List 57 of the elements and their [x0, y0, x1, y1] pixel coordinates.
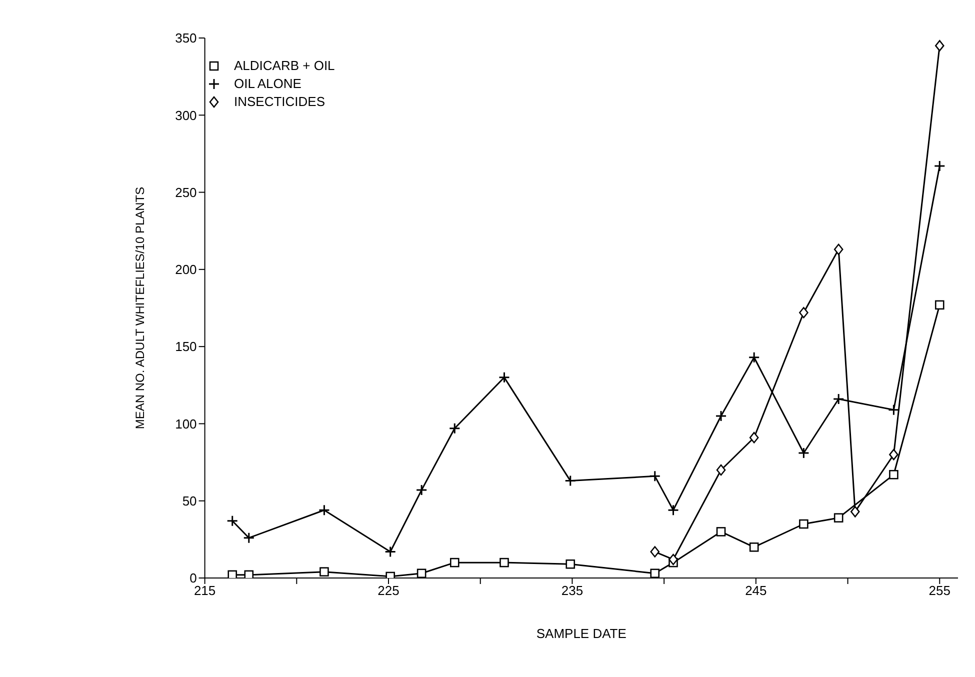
point — [500, 558, 509, 568]
point — [668, 554, 678, 566]
point — [716, 527, 726, 536]
y-tick-label: 350 — [175, 30, 197, 46]
x-tick-label: 225 — [378, 583, 400, 598]
point — [834, 513, 844, 522]
point — [416, 568, 426, 578]
point — [450, 558, 460, 568]
point — [498, 372, 510, 384]
point — [934, 160, 946, 172]
point — [799, 519, 808, 529]
point — [226, 515, 238, 527]
y-tick-label: 50 — [182, 493, 197, 508]
legend-label: INSECTICIDES — [234, 94, 326, 109]
point — [715, 410, 727, 422]
x-tick-label: 245 — [745, 583, 767, 598]
y-axis-title: MEAN NO. ADULT WHITEFLIES/10 PLANTS — [133, 186, 148, 430]
point — [798, 447, 810, 459]
point — [318, 504, 330, 516]
y-tick-label: 0 — [190, 570, 197, 586]
point — [564, 475, 576, 487]
point — [244, 570, 254, 578]
point — [748, 352, 760, 364]
point — [889, 470, 898, 480]
point — [850, 506, 860, 518]
point — [228, 570, 238, 578]
point — [320, 567, 329, 576]
point — [834, 244, 844, 256]
legend-label: ALDICARB + OIL — [234, 58, 335, 73]
point — [416, 484, 428, 496]
point — [448, 422, 460, 434]
point — [566, 559, 576, 569]
point — [934, 40, 944, 52]
y-tick-label: 200 — [175, 262, 197, 278]
point — [799, 306, 808, 318]
point — [832, 393, 844, 405]
x-tick-label: 215 — [194, 583, 216, 598]
legend-label: OIL ALONE — [234, 76, 302, 91]
y-tick-label: 300 — [175, 108, 197, 123]
point — [243, 532, 255, 544]
point — [384, 546, 396, 558]
point — [668, 504, 679, 516]
x-tick-label: 255 — [928, 583, 950, 598]
x-axis-title: SAMPLE DATE — [536, 626, 627, 641]
point — [649, 470, 661, 482]
point — [650, 568, 660, 578]
point — [749, 432, 759, 444]
point — [749, 542, 759, 552]
x-tick-label: 235 — [561, 583, 584, 598]
point — [716, 464, 726, 476]
y-tick-label: 250 — [175, 184, 197, 200]
point — [934, 300, 944, 310]
y-tick-label: 100 — [175, 416, 197, 432]
point — [889, 448, 898, 460]
point — [888, 404, 900, 416]
y-tick-label: 150 — [175, 339, 197, 354]
point — [650, 546, 660, 558]
